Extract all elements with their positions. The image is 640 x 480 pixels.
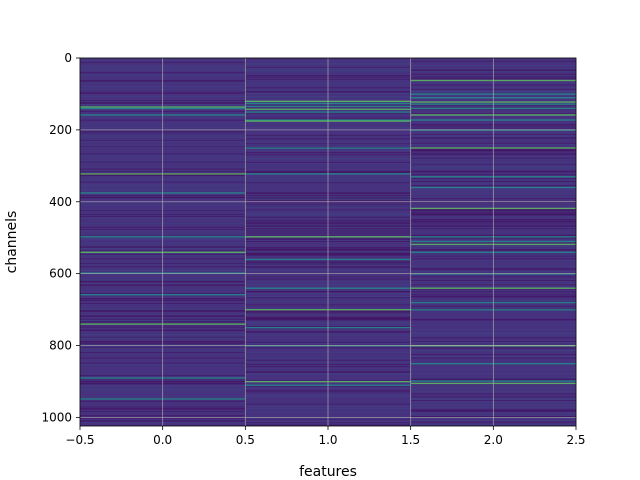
x-tick-label: 0.5 bbox=[236, 433, 255, 447]
x-tick-label: 0.0 bbox=[153, 433, 172, 447]
x-tick-label: 2.0 bbox=[484, 433, 503, 447]
x-axis-label: features bbox=[299, 464, 357, 480]
y-tick-label: 600 bbox=[49, 267, 72, 281]
x-tick-label: 1.0 bbox=[318, 433, 337, 447]
y-tick-label: 200 bbox=[49, 123, 72, 137]
x-axis-ticks: −0.5 0.0 0.5 1.0 1.5 2.0 2.5 bbox=[65, 426, 586, 447]
y-axis-ticks: 0 200 400 600 800 1000 bbox=[41, 51, 80, 424]
y-tick-label: 400 bbox=[49, 195, 72, 209]
x-tick-label: −0.5 bbox=[65, 433, 94, 447]
y-tick-label: 0 bbox=[64, 51, 72, 65]
x-tick-label: 2.5 bbox=[566, 433, 585, 447]
y-tick-label: 1000 bbox=[41, 410, 72, 424]
x-tick-label: 1.5 bbox=[401, 433, 420, 447]
y-axis-label: channels bbox=[4, 211, 20, 274]
y-tick-label: 800 bbox=[49, 339, 72, 353]
